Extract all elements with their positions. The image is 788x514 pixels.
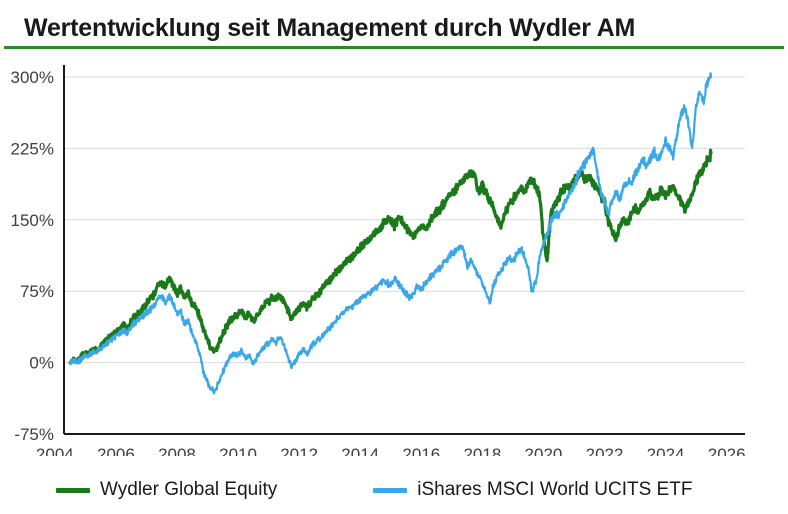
y-axis-tick-label: 0% [29, 354, 54, 373]
x-axis-tick-label: 2016 [402, 445, 440, 456]
y-axis-tick-label: 225% [11, 139, 54, 158]
x-axis-tick-label: 2012 [280, 445, 318, 456]
title-divider [4, 46, 784, 49]
y-axis-tick-label: -75% [14, 425, 54, 444]
x-axis-tick-label: 2014 [341, 445, 379, 456]
x-axis-tick-label: 2010 [219, 445, 257, 456]
x-axis-tick-label: 2026 [708, 445, 746, 456]
y-axis-tick-labels: -75% 0% 75% 150% 225% 300% [11, 68, 54, 444]
y-axis-tick-label: 150% [11, 211, 54, 230]
x-axis-tick-labels: 2004 2006 2008 2010 2012 2014 2016 2018 2020 2022… [36, 445, 746, 456]
x-axis-tick-label: 2004 [36, 445, 74, 456]
legend-swatch-wydler [56, 487, 90, 493]
x-axis-tick-label: 2020 [525, 445, 563, 456]
page-title: Wertentwicklung seit Management durch Wy… [24, 14, 636, 42]
chart-legend: Wydler Global Equity iShares MSCI World … [0, 470, 788, 510]
x-axis-tick-label: 2006 [97, 445, 135, 456]
legend-label-ishares: iShares MSCI World UCITS ETF [417, 479, 693, 500]
performance-line-chart: -75%0%75%150%225%300% 2004 2006 2008 2010 20… [11, 65, 746, 456]
x-axis-tick-label: 2022 [586, 445, 624, 456]
gridlines [64, 76, 745, 435]
legend-label-wydler: Wydler Global Equity [100, 479, 278, 500]
series-line [69, 72, 713, 395]
chart-plot-area: -75% 0% 75% 150% 225% 300% 2004 2006 2008 2010 20… [0, 56, 788, 456]
y-axis-tick-label: 300% [11, 68, 54, 87]
x-axis-tick-label: 2018 [463, 445, 501, 456]
data-series-group [68, 72, 713, 395]
axis-lines [63, 65, 745, 435]
series-line [68, 148, 713, 365]
x-axis-tick-label: 2008 [158, 445, 196, 456]
legend-swatch-ishares [373, 487, 408, 493]
x-axis-tick-label: 2024 [647, 445, 685, 456]
legend-item-ishares-msci-world[interactable]: iShares MSCI World UCITS ETF [373, 479, 692, 501]
legend-item-wydler-global-equity[interactable]: Wydler Global Equity [56, 479, 277, 501]
y-axis-tick-label: 75% [20, 282, 54, 301]
